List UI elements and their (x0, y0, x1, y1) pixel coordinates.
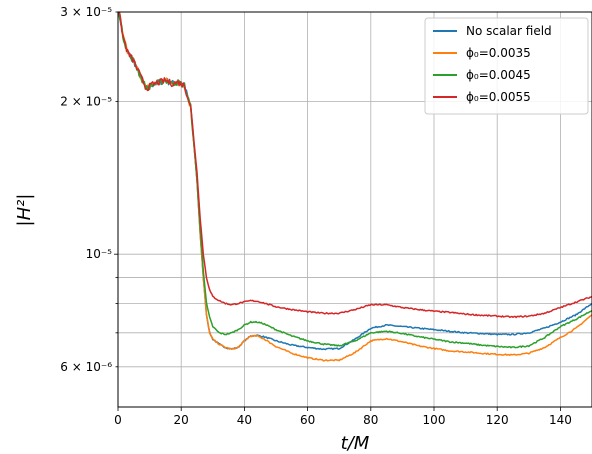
x-tick-label: 0 (114, 413, 122, 427)
plot-frame (117, 11, 592, 408)
legend-label: ϕ₀=0.0045 (466, 68, 531, 82)
legend-label: ϕ₀=0.0035 (466, 46, 531, 60)
x-tick-label: 140 (549, 413, 572, 427)
tick-labels: 0 20 40 60 80 100 120 140 10⁻⁵ 6 × 10⁻⁶ 2 × 10⁻⁵ 3 … (60, 5, 572, 427)
legend-label: No scalar field (466, 24, 552, 38)
x-axis-label: t/M (341, 433, 370, 454)
legend-label: ϕ₀=0.0055 (466, 90, 531, 104)
x-tick-label: 20 (174, 413, 189, 427)
y-axis-label: |H²| (14, 194, 35, 227)
x-tick-label: 40 (237, 413, 252, 427)
y-tick-label: 2 × 10⁻⁵ (60, 94, 112, 108)
y-tick-label: 10⁻⁵ (86, 247, 113, 261)
series-layer (118, 12, 592, 362)
axes (114, 11, 592, 411)
series-line-3 (118, 12, 592, 319)
y-tick-label: 3 × 10⁻⁵ (60, 5, 112, 19)
legend-box (424, 17, 589, 115)
legend: No scalar field ϕ₀=0.0035 ϕ₀=0.0045 ϕ₀=0.00… (424, 17, 589, 115)
x-tick-label: 120 (486, 413, 509, 427)
y-tick-label: 6 × 10⁻⁶ (60, 360, 112, 374)
x-tick-label: 80 (363, 413, 378, 427)
x-tick-label: 100 (423, 413, 446, 427)
x-tick-label: 60 (300, 413, 315, 427)
